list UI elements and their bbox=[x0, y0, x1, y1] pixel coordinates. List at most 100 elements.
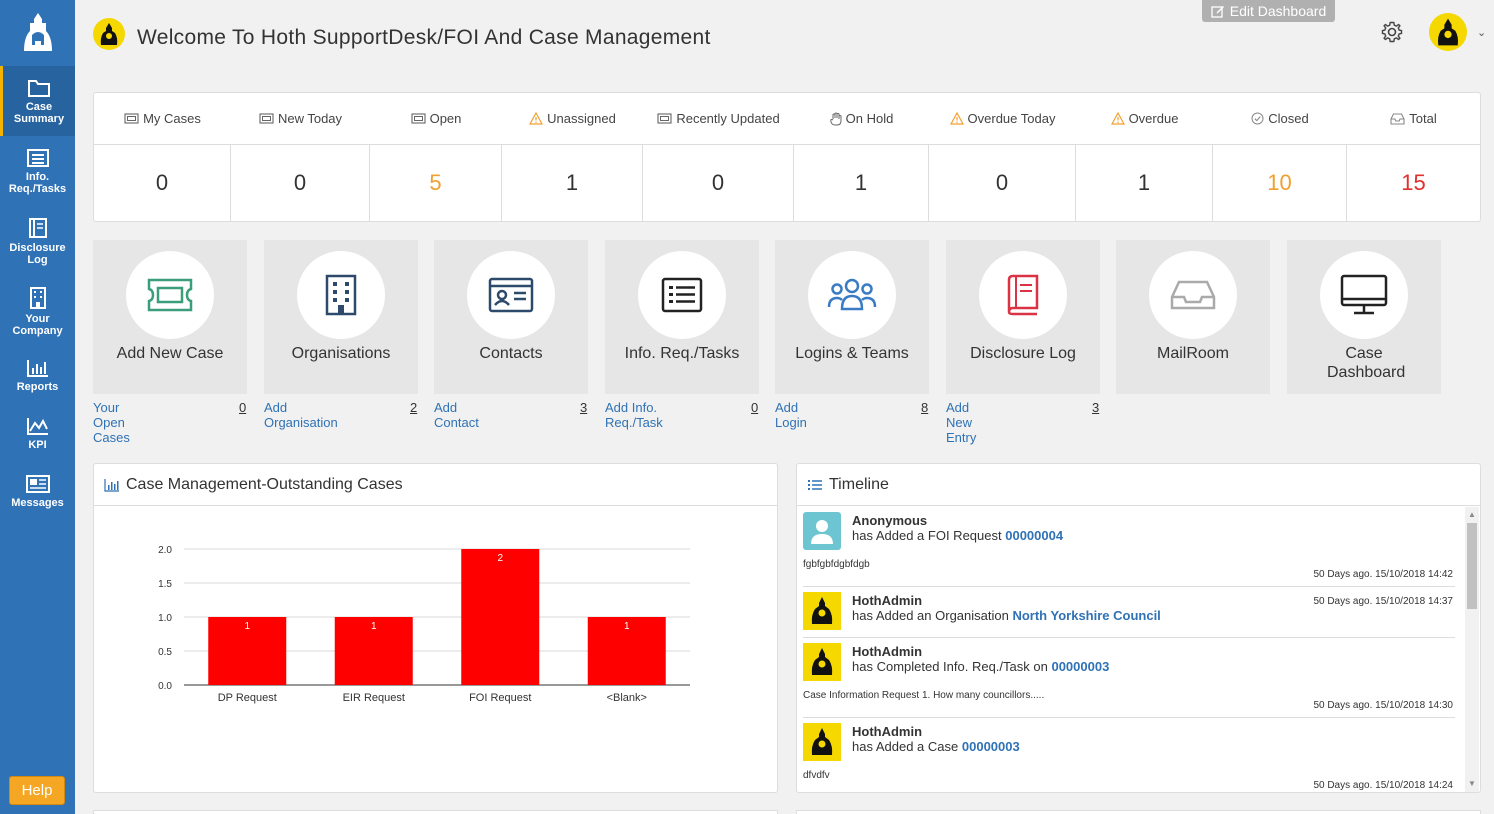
tile-contacts[interactable]: Contacts bbox=[434, 240, 588, 394]
stat-label-my-cases[interactable]: My Cases bbox=[94, 93, 231, 144]
tile-count-contacts[interactable]: 3 bbox=[580, 400, 588, 415]
tile-count-add-new-case[interactable]: 0 bbox=[239, 400, 247, 415]
warning-icon bbox=[949, 112, 964, 125]
sidebar-item-disclosure-log[interactable]: Disclosure Log bbox=[0, 206, 75, 276]
stat-label-open[interactable]: Open bbox=[370, 93, 502, 144]
stat-label-on-hold[interactable]: On Hold bbox=[794, 93, 929, 144]
stat-value-closed[interactable]: 10 bbox=[1213, 145, 1347, 221]
sidebar-item-case-summary[interactable]: Case Summary bbox=[0, 66, 75, 136]
timeline-action-text: has Added a Case bbox=[852, 739, 959, 754]
stat-value-total[interactable]: 15 bbox=[1401, 170, 1426, 195]
bar-value-label: 1 bbox=[624, 621, 630, 632]
timeline-entry[interactable]: HothAdmin has Added an Organisation North… bbox=[803, 587, 1455, 638]
sidebar-item-messages[interactable]: Messages bbox=[0, 462, 75, 520]
tile-label: Contacts bbox=[479, 345, 543, 362]
stat-value-on-hold[interactable]: 1 bbox=[794, 145, 929, 221]
scroll-thumb[interactable] bbox=[1467, 523, 1477, 609]
sidebar-item-your-company[interactable]: Your Company bbox=[0, 276, 75, 346]
tile-organisations[interactable]: Organisations bbox=[264, 240, 418, 394]
timeline-action: has Completed Info. Req./Task on 0000000… bbox=[852, 659, 1109, 674]
chart-bar[interactable] bbox=[587, 617, 666, 685]
sidebar-item-reports[interactable]: Reports bbox=[0, 346, 75, 404]
stat-value-overdue[interactable]: 1 bbox=[1076, 145, 1213, 221]
tile-link-add-new-case[interactable]: Your Open Cases bbox=[93, 400, 130, 445]
stat-label-unassigned[interactable]: Unassigned bbox=[502, 93, 643, 144]
building-icon bbox=[29, 286, 46, 309]
timeline-scrollbar[interactable]: ▲ ▼ bbox=[1465, 507, 1479, 792]
timeline-ref-link[interactable]: 00000004 bbox=[1005, 528, 1064, 543]
stat-label-new-today[interactable]: New Today bbox=[231, 93, 370, 144]
stat-value-my-cases[interactable]: 0 bbox=[94, 145, 231, 221]
stat-value-overdue-today[interactable]: 0 bbox=[929, 145, 1076, 221]
timeline-ref-link[interactable]: North Yorkshire Council bbox=[1012, 608, 1161, 623]
bar-chart-icon bbox=[104, 478, 119, 492]
users-icon bbox=[827, 278, 877, 311]
monitor-icon bbox=[1340, 274, 1388, 315]
timeline-entry[interactable]: HothAdmin has Completed Info. Req./Task o… bbox=[803, 638, 1455, 718]
sidebar-item-label: KPI bbox=[28, 438, 47, 451]
stats-panel: My Cases New Today Open Unassigned Recently … bbox=[93, 92, 1481, 222]
help-button[interactable]: Help bbox=[9, 776, 65, 805]
stat-value-recently-updated[interactable]: 0 bbox=[643, 145, 794, 221]
tile-case-dashboard[interactable]: Case Dashboard bbox=[1287, 240, 1441, 394]
timeline-timestamp: 50 Days ago. 15/10/2018 14:37 bbox=[1313, 596, 1453, 607]
tile-icon-circle bbox=[467, 251, 555, 339]
user-avatar[interactable] bbox=[1429, 13, 1467, 51]
stat-label-closed[interactable]: Closed bbox=[1213, 93, 1347, 144]
tile-disclosure-log[interactable]: Disclosure Log bbox=[946, 240, 1100, 394]
header: Welcome To Hoth SupportDesk/FOI And Case… bbox=[75, 0, 1494, 76]
timeline-note: dfvdfv bbox=[803, 770, 830, 781]
tile-count-logins-teams[interactable]: 8 bbox=[921, 400, 929, 415]
timeline-ref-link[interactable]: 00000003 bbox=[1051, 659, 1110, 674]
timeline-avatar bbox=[803, 592, 841, 630]
inbox-icon bbox=[1170, 280, 1216, 310]
timeline-entry[interactable]: HothAdmin has Added a Case 00000003 dfvdfv… bbox=[803, 718, 1455, 792]
list-icon bbox=[661, 277, 703, 313]
bottom-panel-right bbox=[796, 810, 1481, 814]
tile-info-req-tasks[interactable]: Info. Req./Tasks bbox=[605, 240, 759, 394]
edit-dashboard-button[interactable]: Edit Dashboard bbox=[1202, 0, 1335, 22]
stat-label-text: Open bbox=[429, 111, 462, 126]
timeline-list[interactable]: Anonymous has Added a FOI Request 0000000… bbox=[797, 507, 1465, 792]
timeline-action-text: has Completed Info. Req./Task on bbox=[852, 659, 1048, 674]
tile-link-contacts[interactable]: Add Contact bbox=[434, 400, 479, 430]
tile-link-info-req-tasks[interactable]: Add Info. Req./Task bbox=[605, 400, 663, 430]
settings-gear-icon[interactable] bbox=[1381, 21, 1403, 48]
stat-label-overdue[interactable]: Overdue bbox=[1076, 93, 1213, 144]
timeline-panel: Timeline Anonymous has Added a FOI Reques… bbox=[796, 463, 1481, 793]
stat-label-total[interactable]: Total bbox=[1347, 93, 1480, 144]
tile-count-organisations[interactable]: 2 bbox=[410, 400, 418, 415]
timeline-ref-link[interactable]: 00000003 bbox=[961, 739, 1020, 754]
stat-label-recently-updated[interactable]: Recently Updated bbox=[643, 93, 794, 144]
tile-link-disclosure-log[interactable]: Add New Entry bbox=[946, 400, 977, 445]
tile-count-info-req-tasks[interactable]: 0 bbox=[751, 400, 759, 415]
tile-mailroom[interactable]: MailRoom bbox=[1116, 240, 1270, 394]
y-tick-label: 2.0 bbox=[158, 545, 172, 556]
stat-value-unassigned[interactable]: 1 bbox=[502, 145, 643, 221]
tile-add-new-case[interactable]: Add New Case bbox=[93, 240, 247, 394]
tile-count-disclosure-log[interactable]: 3 bbox=[1092, 400, 1100, 415]
sidebar-item-kpi[interactable]: KPI bbox=[0, 404, 75, 462]
timeline-entry[interactable]: Anonymous has Added a FOI Request 0000000… bbox=[803, 507, 1455, 587]
tile-link-organisations[interactable]: Add Organisation bbox=[264, 400, 338, 430]
stat-label-overdue-today[interactable]: Overdue Today bbox=[929, 93, 1076, 144]
chevron-down-icon[interactable]: ⌄ bbox=[1477, 27, 1487, 39]
stat-value-new-today[interactable]: 0 bbox=[231, 145, 370, 221]
tile-link-logins-teams[interactable]: Add Login bbox=[775, 400, 807, 430]
timeline-user: HothAdmin bbox=[852, 593, 923, 608]
stat-value-open[interactable]: 5 bbox=[370, 145, 502, 221]
scroll-down-icon[interactable]: ▼ bbox=[1468, 779, 1476, 788]
list-icon bbox=[26, 148, 49, 167]
bar-chart-icon bbox=[26, 359, 48, 377]
chart-bar[interactable] bbox=[334, 617, 413, 685]
timeline-action: has Added an Organisation North Yorkshir… bbox=[852, 608, 1161, 623]
sidebar-item-info-req-tasks[interactable]: Info. Req./Tasks bbox=[0, 136, 75, 206]
app-logo[interactable] bbox=[0, 0, 75, 66]
chart-bar[interactable] bbox=[461, 549, 540, 685]
newspaper-icon bbox=[25, 474, 50, 493]
timeline-action-text: has Added a FOI Request bbox=[852, 528, 1002, 543]
scroll-up-icon[interactable]: ▲ bbox=[1468, 510, 1476, 519]
tile-logins-teams[interactable]: Logins & Teams bbox=[775, 240, 929, 394]
chart-bar[interactable] bbox=[208, 617, 287, 685]
y-tick-label: 1.0 bbox=[158, 613, 172, 624]
